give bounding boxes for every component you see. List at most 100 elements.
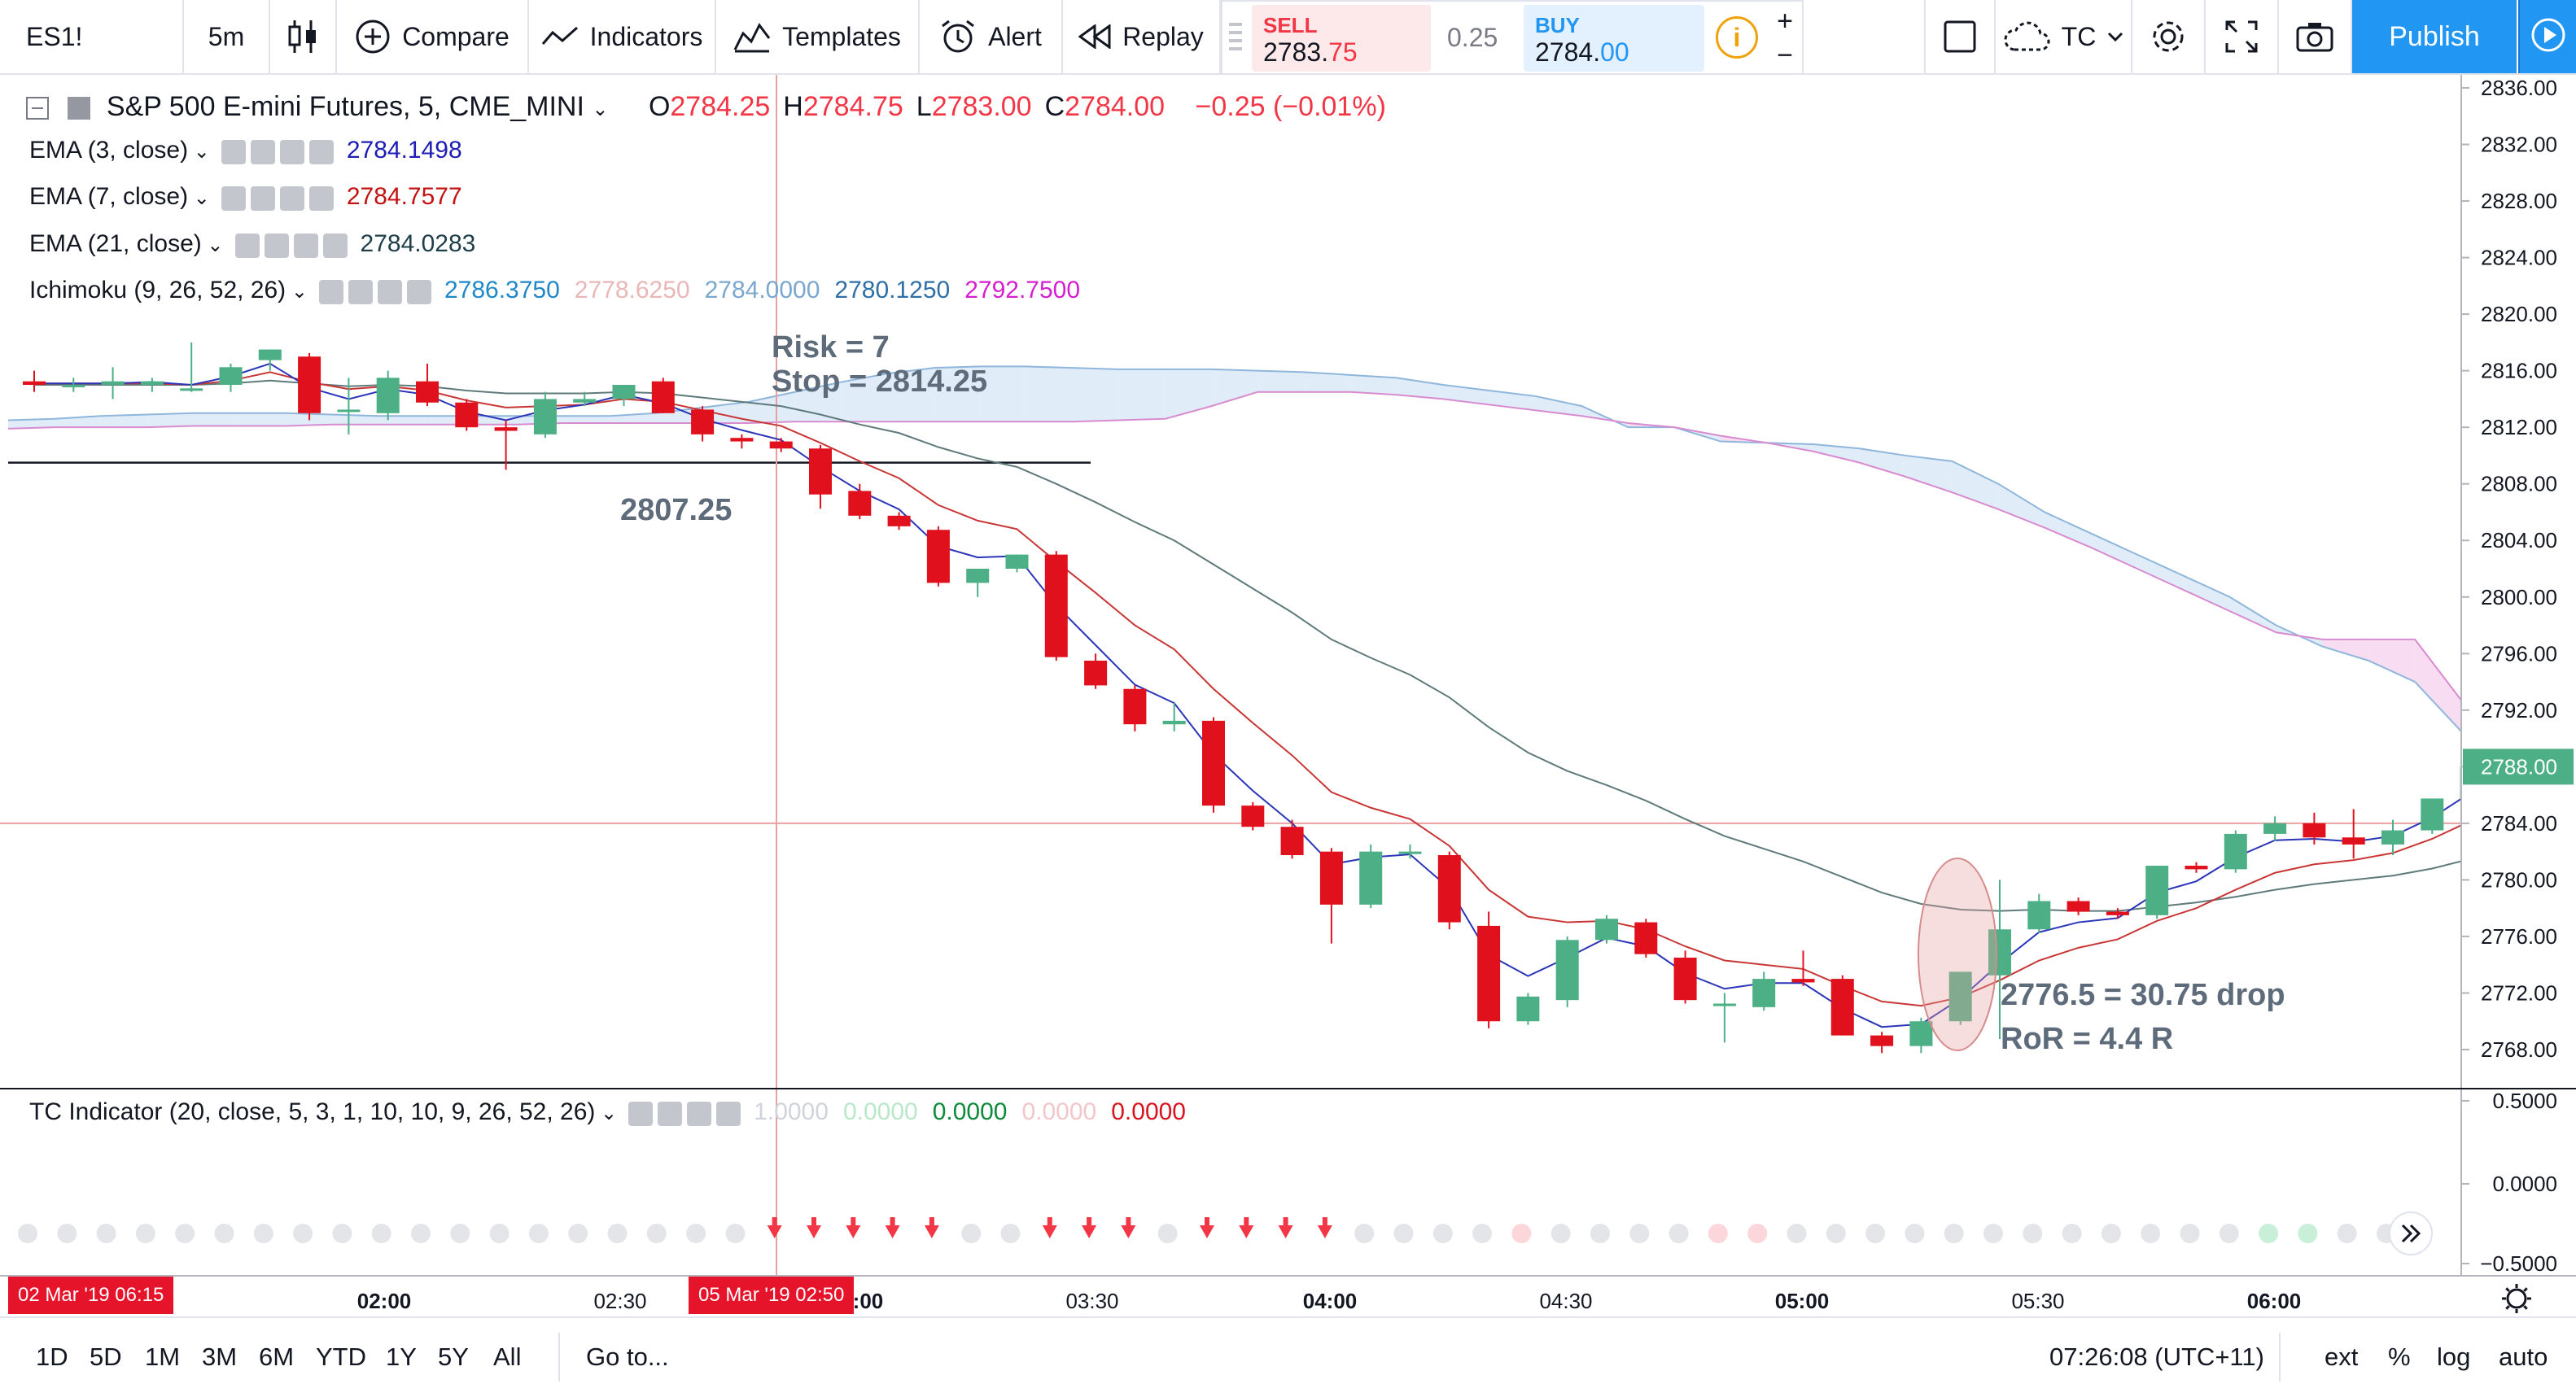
price-axis[interactable]: 2836.00 2832.00 2828.00 2824.00 2820.00 2816.… bbox=[2460, 75, 2576, 1276]
quantity-decrease-button[interactable]: − bbox=[1777, 40, 1793, 71]
interval-button[interactable]: 5m bbox=[184, 0, 270, 73]
sell-signal-stem bbox=[772, 1217, 777, 1225]
layout-button[interactable] bbox=[1924, 0, 1996, 73]
sell-button[interactable]: SELL 2783.75 bbox=[1252, 5, 1431, 72]
candle-body bbox=[2263, 823, 2287, 834]
signal-dot bbox=[1865, 1224, 1886, 1243]
replay-button[interactable]: Replay bbox=[1063, 0, 1221, 73]
settings-icon[interactable] bbox=[250, 140, 275, 165]
indicator-legend-row[interactable]: Ichimoku (9, 26, 52, 26) ⌄ 2786.3750 2778.… bbox=[29, 277, 1095, 305]
price-tick-label: 2836.00 bbox=[2481, 76, 2557, 100]
chevron-down-icon[interactable]: ⌄ bbox=[188, 141, 210, 163]
candle bbox=[1123, 685, 1147, 731]
signal-dot bbox=[1590, 1224, 1610, 1243]
alert-button[interactable]: Alert bbox=[920, 0, 1063, 73]
indicator-name[interactable]: Ichimoku (9, 26, 52, 26) bbox=[29, 277, 286, 303]
eye-icon[interactable] bbox=[234, 234, 260, 259]
settings-button[interactable] bbox=[2132, 0, 2206, 73]
indicator-action-icons[interactable] bbox=[221, 138, 339, 165]
eye-icon[interactable] bbox=[318, 280, 343, 305]
ext-toggle[interactable]: ext bbox=[2325, 1342, 2359, 1371]
log-toggle[interactable]: log bbox=[2437, 1342, 2471, 1371]
indicator-name[interactable]: EMA (7, close) bbox=[29, 183, 189, 210]
indicator-name[interactable]: TC Indicator (20, close, 5, 3, 1, 10, 10… bbox=[29, 1098, 596, 1125]
close-icon[interactable] bbox=[406, 280, 431, 305]
chevron-down-icon[interactable]: ⌄ bbox=[201, 234, 224, 256]
signal-dot bbox=[1629, 1224, 1650, 1243]
clock-display[interactable]: 07:26:08 (UTC+11) bbox=[2049, 1342, 2264, 1371]
indicators-button[interactable]: Indicators bbox=[529, 0, 716, 73]
publish-button[interactable]: Publish bbox=[2352, 0, 2517, 73]
indicator-legend-row[interactable]: EMA (3, close) ⌄ 2784.1498 bbox=[29, 137, 477, 165]
chevron-down-icon[interactable]: ⌄ bbox=[595, 1102, 618, 1124]
close-icon[interactable] bbox=[716, 1102, 741, 1127]
chart-type-button[interactable] bbox=[270, 0, 337, 73]
range-button-3m[interactable]: 3M bbox=[202, 1342, 238, 1371]
chevron-down-icon[interactable]: ⌄ bbox=[188, 187, 210, 209]
range-button-5d[interactable]: 5D bbox=[90, 1342, 122, 1371]
indicator-legend-row[interactable]: EMA (7, close) ⌄ 2784.7577 bbox=[29, 183, 477, 212]
drag-handle-icon[interactable] bbox=[1229, 23, 1242, 55]
range-button-1y[interactable]: 1Y bbox=[386, 1342, 417, 1371]
info-icon[interactable]: i bbox=[1716, 16, 1758, 59]
more-icon[interactable] bbox=[293, 234, 318, 259]
range-button-1m[interactable]: 1M bbox=[145, 1342, 181, 1371]
snapshot-button[interactable] bbox=[2279, 0, 2352, 73]
indicator-action-icons[interactable] bbox=[628, 1099, 746, 1127]
candle bbox=[219, 363, 243, 392]
settings-icon[interactable] bbox=[250, 186, 275, 212]
buy-button[interactable]: BUY 2784.00 bbox=[1524, 5, 1704, 72]
indicator-action-icons[interactable] bbox=[221, 184, 339, 212]
eye-icon[interactable] bbox=[221, 140, 246, 165]
signal-dot bbox=[1157, 1224, 1178, 1243]
time-axis[interactable]: 02:00 02:30 03:00 03:30 04:00 04:30 05:00 05:30… bbox=[0, 1275, 2576, 1313]
more-icon[interactable] bbox=[377, 280, 402, 305]
sell-signal-arrow bbox=[807, 1225, 821, 1238]
collapse-legend-icon[interactable] bbox=[26, 97, 49, 120]
fullscreen-button[interactable] bbox=[2206, 0, 2279, 73]
series-title[interactable]: S&P 500 E-mini Futures, 5, CME_MINI bbox=[106, 91, 584, 122]
chevron-down-icon[interactable]: ⌄ bbox=[592, 98, 609, 120]
range-button-all[interactable]: All bbox=[493, 1342, 522, 1371]
more-icon[interactable] bbox=[687, 1102, 712, 1127]
indicator-legend-row[interactable]: EMA (21, close) ⌄ 2784.0283 bbox=[29, 230, 490, 259]
symbol-search-button[interactable]: ES1! bbox=[0, 0, 184, 73]
sell-signal-stem bbox=[1047, 1217, 1052, 1225]
percent-toggle[interactable]: % bbox=[2388, 1342, 2411, 1371]
sell-signal-arrow bbox=[885, 1225, 900, 1238]
templates-button[interactable]: Templates bbox=[716, 0, 920, 73]
settings-icon[interactable] bbox=[348, 280, 373, 305]
settings-icon[interactable] bbox=[658, 1102, 683, 1127]
sell-signal-stem bbox=[929, 1217, 934, 1225]
chart-canvas[interactable]: 2836.00 2832.00 2828.00 2824.00 2820.00 2816.… bbox=[0, 75, 2576, 1316]
settings-icon[interactable] bbox=[264, 234, 289, 259]
indicator-action-icons[interactable] bbox=[318, 277, 436, 305]
cloud-segment bbox=[193, 413, 240, 426]
goto-button[interactable]: Go to... bbox=[586, 1342, 669, 1371]
cloud-save-button[interactable]: TC bbox=[1996, 0, 2132, 73]
chevron-down-icon[interactable]: ⌄ bbox=[286, 281, 308, 303]
close-icon[interactable] bbox=[322, 234, 348, 259]
more-icon[interactable] bbox=[279, 186, 304, 212]
price-tick-label: 2812.00 bbox=[2481, 415, 2557, 439]
compare-label: Compare bbox=[402, 21, 510, 51]
indicator-action-icons[interactable] bbox=[234, 231, 352, 259]
range-button-1d[interactable]: 1D bbox=[36, 1342, 68, 1371]
range-button-5y[interactable]: 5Y bbox=[438, 1342, 469, 1371]
range-button-6m[interactable]: 6M bbox=[259, 1342, 295, 1371]
compare-button[interactable]: Compare bbox=[337, 0, 529, 73]
indicator-name[interactable]: EMA (3, close) bbox=[29, 137, 189, 164]
quantity-increase-button[interactable]: + bbox=[1777, 6, 1793, 37]
publish-menu-button[interactable] bbox=[2518, 0, 2576, 73]
range-button-ytd[interactable]: YTD bbox=[316, 1342, 366, 1371]
close-icon[interactable] bbox=[308, 186, 334, 212]
sell-signal-arrow bbox=[1278, 1225, 1293, 1238]
indicator-name[interactable]: EMA (21, close) bbox=[29, 230, 202, 257]
auto-toggle[interactable]: auto bbox=[2499, 1342, 2548, 1371]
candle-body bbox=[1202, 720, 1225, 806]
eye-icon[interactable] bbox=[628, 1102, 654, 1127]
eye-icon[interactable] bbox=[221, 186, 246, 212]
gear-tooth bbox=[2505, 1305, 2510, 1310]
more-icon[interactable] bbox=[279, 140, 304, 165]
close-icon[interactable] bbox=[308, 140, 334, 165]
